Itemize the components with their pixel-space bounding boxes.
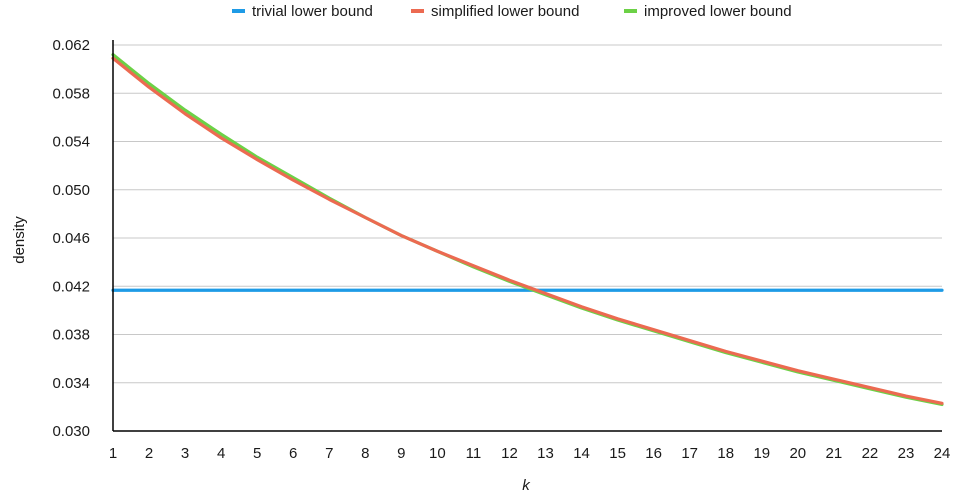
y-tick-label: 0.054	[52, 134, 90, 151]
x-tick-label: 18	[717, 445, 734, 462]
chart-legend: trivial lower bound simplified lower boun…	[232, 3, 792, 20]
y-tick-label: 0.062	[52, 37, 90, 54]
x-axis-ticks: 1 2 3 4 5 6 7 8 9 10 11 12 13 14 15 16 17 18 19 20 21 22 23 24	[109, 445, 951, 462]
legend-label-trivial-lower-bound: trivial lower bound	[252, 3, 373, 20]
y-tick-label: 0.038	[52, 327, 90, 344]
x-tick-label: 17	[681, 445, 698, 462]
legend-swatch-simplified-lower-bound	[411, 9, 424, 13]
y-tick-label: 0.058	[52, 85, 90, 102]
y-tick-label: 0.042	[52, 278, 90, 295]
x-tick-label: 12	[501, 445, 518, 462]
x-tick-label: 16	[645, 445, 662, 462]
y-axis-title: density	[11, 216, 28, 264]
x-tick-label: 4	[217, 445, 225, 462]
x-tick-label: 8	[361, 445, 369, 462]
y-tick-label: 0.030	[52, 423, 90, 440]
x-tick-label: 23	[898, 445, 915, 462]
x-tick-label: 22	[862, 445, 879, 462]
legend-swatch-improved-lower-bound	[624, 9, 637, 13]
x-tick-label: 3	[181, 445, 189, 462]
x-tick-label: 7	[325, 445, 333, 462]
x-tick-label: 19	[753, 445, 770, 462]
x-axis-title: k	[522, 477, 531, 494]
x-tick-label: 11	[466, 445, 482, 462]
x-tick-label: 1	[109, 445, 117, 462]
legend-swatch-trivial-lower-bound	[232, 9, 245, 13]
x-tick-label: 10	[429, 445, 446, 462]
x-tick-label: 21	[826, 445, 843, 462]
legend-label-simplified-lower-bound: simplified lower bound	[431, 3, 579, 20]
legend-label-improved-lower-bound: improved lower bound	[644, 3, 792, 20]
x-tick-label: 2	[145, 445, 153, 462]
series-lines	[111, 53, 944, 407]
y-tick-label: 0.050	[52, 182, 90, 199]
x-tick-label: 13	[537, 445, 554, 462]
y-tick-label: 0.046	[52, 230, 90, 247]
x-tick-label: 14	[573, 445, 590, 462]
y-tick-label: 0.034	[52, 375, 90, 392]
x-tick-label: 15	[609, 445, 626, 462]
x-tick-label: 6	[289, 445, 297, 462]
x-tick-label: 5	[253, 445, 261, 462]
series-line-simplified-lower-bound	[111, 56, 944, 405]
x-tick-label: 24	[934, 445, 951, 462]
grid-lines	[113, 44, 942, 384]
x-tick-label: 20	[789, 445, 806, 462]
y-axis-ticks: 0.030 0.034 0.038 0.042 0.046 0.050 0.054 0.058…	[52, 37, 90, 440]
series-line-improved-lower-bound	[111, 53, 944, 407]
x-tick-label: 9	[397, 445, 405, 462]
